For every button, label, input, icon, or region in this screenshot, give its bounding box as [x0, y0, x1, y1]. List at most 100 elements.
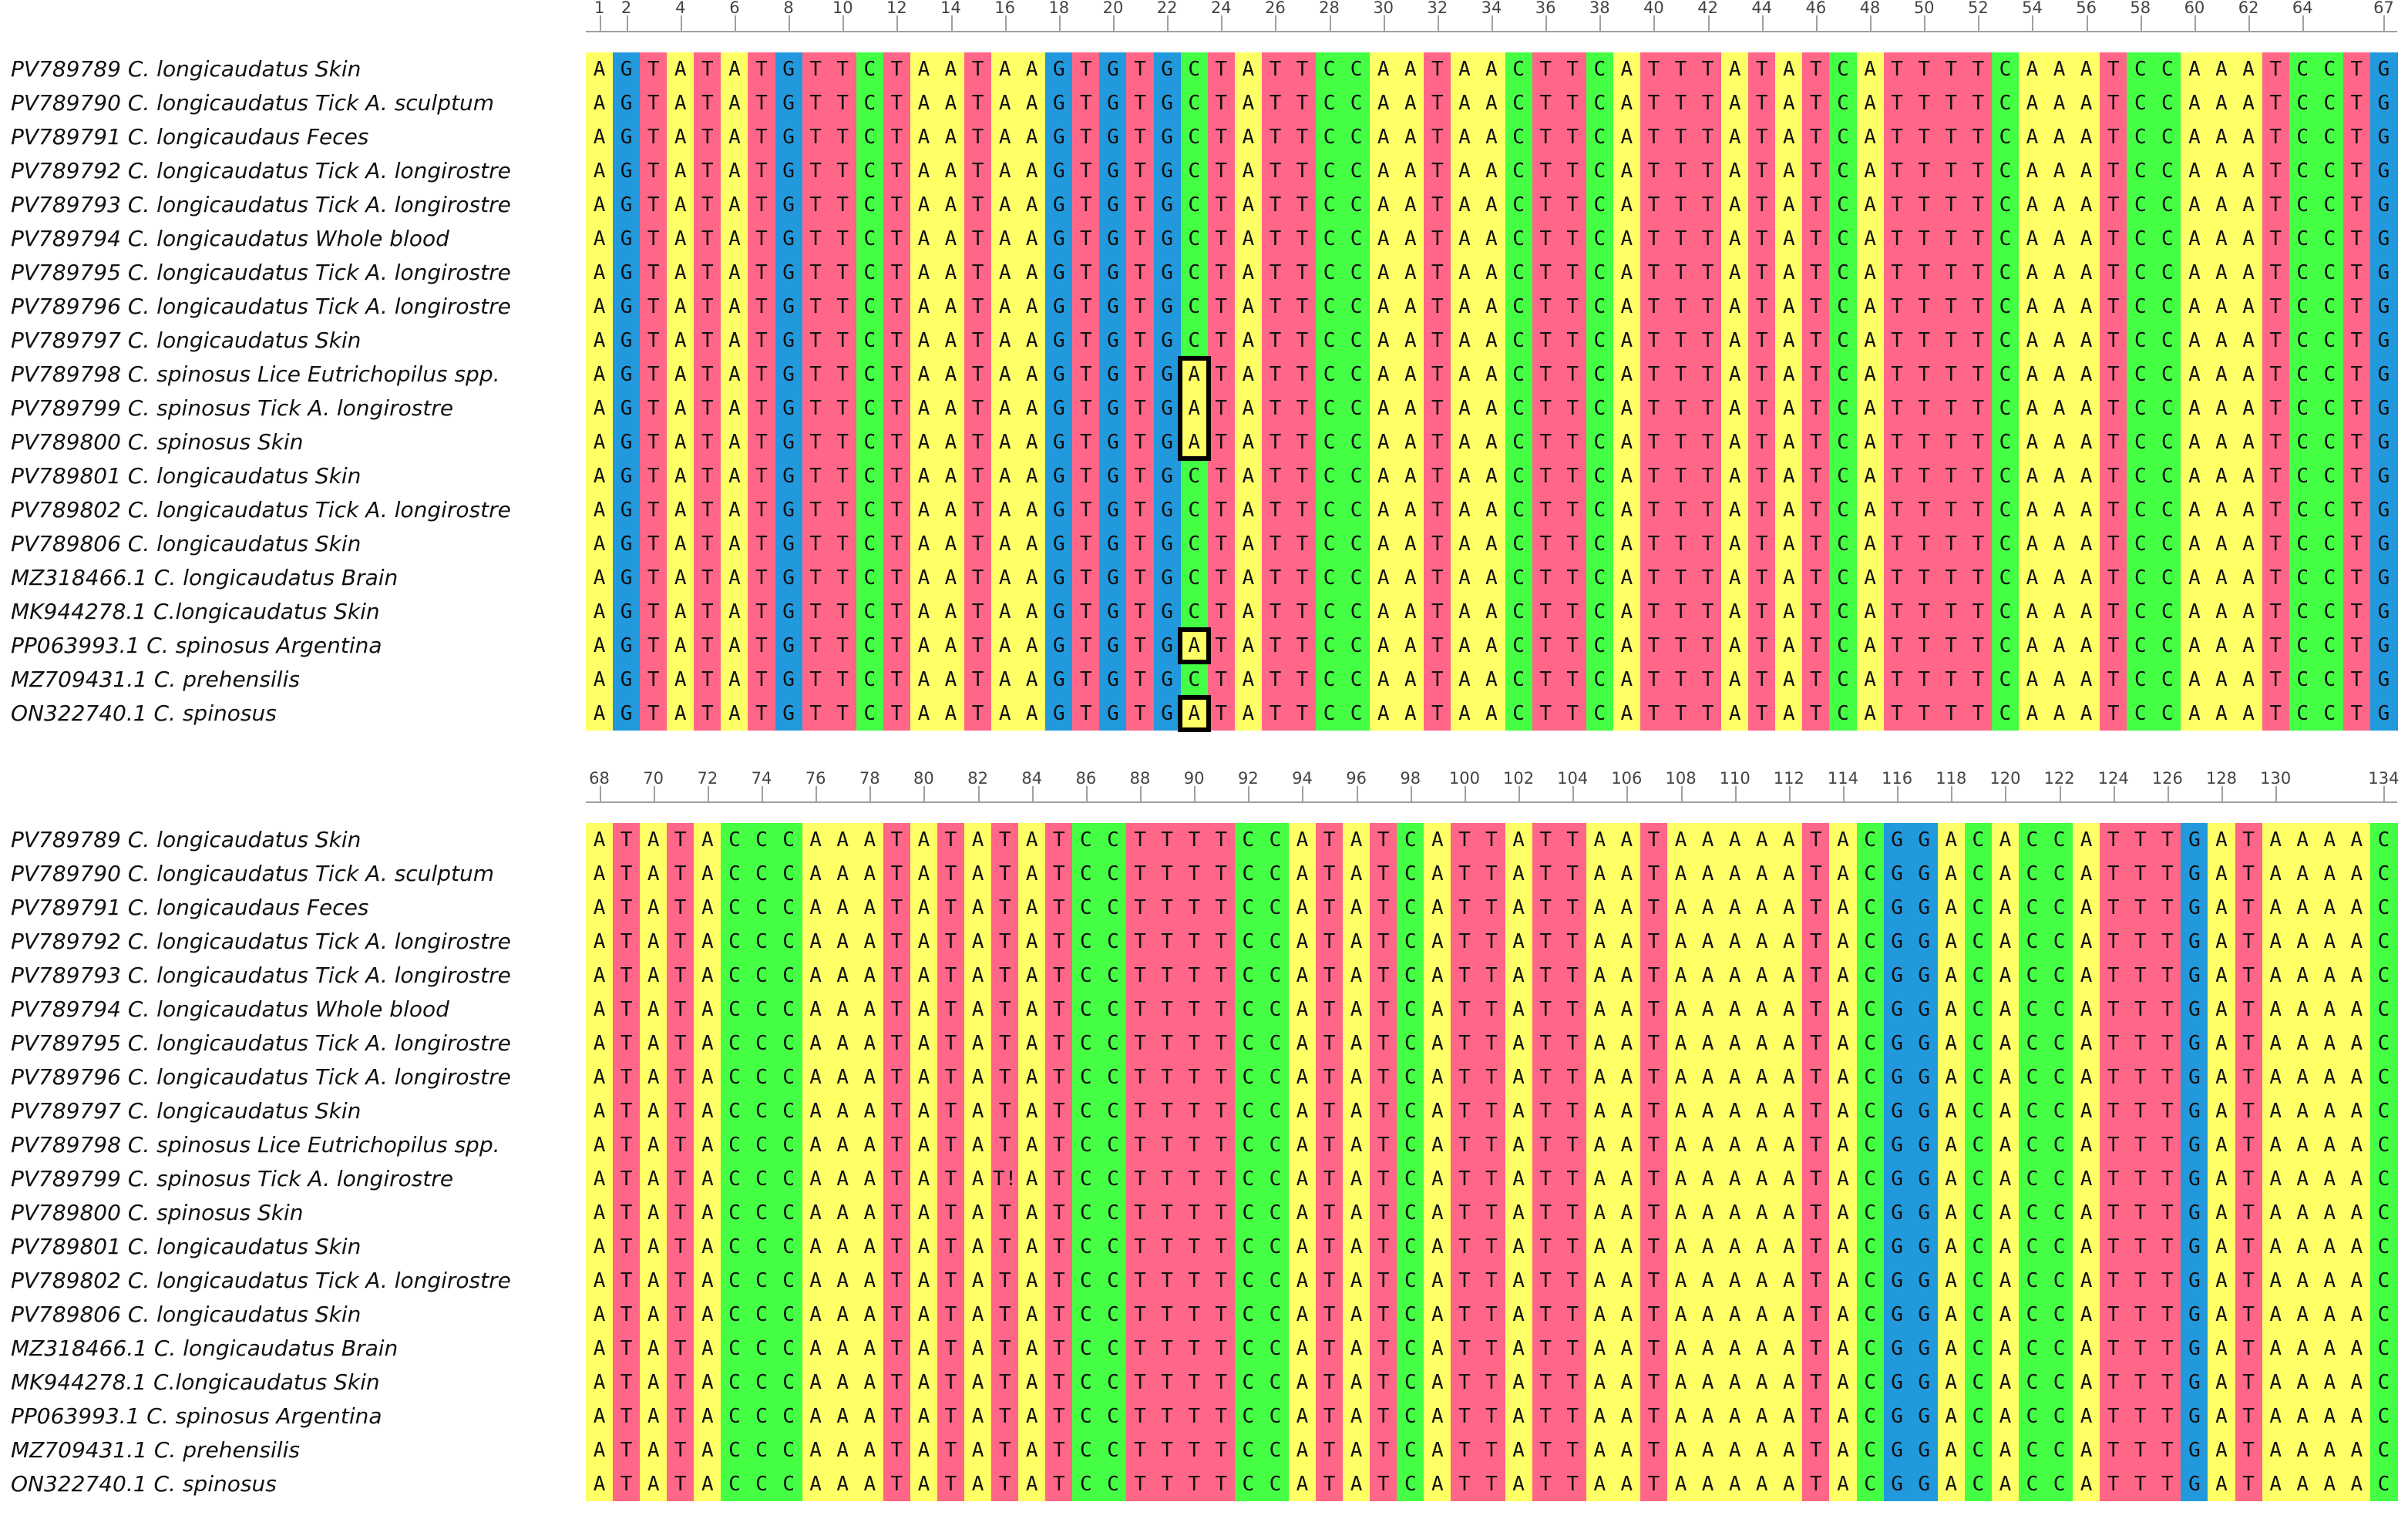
nucleotide-cell: T	[1134, 1032, 1146, 1055]
nucleotide-cell: A	[836, 1134, 849, 1157]
nucleotide-cell: T	[2242, 1473, 2255, 1496]
nucleotide-cell: T	[836, 261, 849, 284]
nucleotide-cell: G	[1891, 1134, 1903, 1157]
nucleotide-cell: A	[2215, 431, 2228, 454]
nucleotide-cell: A	[1377, 634, 1390, 657]
nucleotide-cell: T	[2107, 397, 2120, 420]
nucleotide-cell: C	[1593, 397, 1606, 420]
nucleotide-cell: A	[2080, 397, 2093, 420]
nucleotide-cell: T	[1215, 998, 1228, 1021]
sequence-name: PV789794 C. longicaudatus Whole blood	[11, 226, 449, 251]
nucleotide-cell: A	[1025, 160, 1038, 183]
nucleotide-cell: A	[1512, 1100, 1525, 1123]
nucleotide-cell: C	[2377, 1405, 2390, 1428]
nucleotide-cell: A	[674, 533, 687, 556]
nucleotide-cell: A	[2350, 1032, 2363, 1055]
nucleotide-cell: C	[2377, 1066, 2390, 1089]
nucleotide-cell: A	[836, 1032, 849, 1055]
nucleotide-cell: T	[1566, 1066, 1579, 1089]
nucleotide-cell: T	[971, 533, 984, 556]
nucleotide-cell: A	[1782, 261, 1795, 284]
nucleotide-cell: C	[2161, 92, 2174, 115]
nucleotide-cell: A	[836, 1473, 849, 1496]
nucleotide-cell: T	[2350, 193, 2363, 217]
nucleotide-cell: C	[2053, 1201, 2066, 1225]
nucleotide-cell: A	[674, 634, 687, 657]
nucleotide-cell: A	[647, 1100, 660, 1123]
nucleotide-cell: T	[1918, 600, 1931, 623]
nucleotide-cell: G	[620, 92, 633, 115]
nucleotide-cell: A	[1755, 1100, 1768, 1123]
nucleotide-cell: G	[1891, 1337, 1903, 1360]
alignment-column	[640, 52, 668, 731]
nucleotide-cell: C	[1864, 862, 1876, 885]
nucleotide-cell: T	[1161, 1066, 1173, 1089]
nucleotide-cell: T	[1566, 329, 1579, 352]
nucleotide-cell: A	[971, 1303, 984, 1326]
nucleotide-cell: A	[647, 1134, 660, 1157]
nucleotide-cell: A	[971, 1371, 984, 1394]
nucleotide-cell: T	[1674, 668, 1687, 691]
nucleotide-cell: G	[620, 160, 633, 183]
nucleotide-cell: A	[1404, 702, 1417, 725]
nucleotide-cell: A	[2026, 295, 2039, 318]
nucleotide-cell: T	[1269, 58, 1282, 81]
nucleotide-cell: A	[1350, 964, 1363, 987]
nucleotide-cell: A	[1999, 1439, 2012, 1462]
nucleotide-cell: C	[1350, 92, 1363, 115]
nucleotide-cell: T	[890, 193, 903, 217]
nucleotide-cell: G	[1107, 465, 1119, 488]
nucleotide-cell: T	[2107, 1100, 2120, 1123]
nucleotide-cell: G	[1161, 160, 1173, 183]
nucleotide-cell: A	[1485, 499, 1498, 522]
sequence-name: PV789796 C. longicaudatus Tick A. longir…	[11, 294, 511, 319]
nucleotide-cell: C	[2323, 600, 2336, 623]
ruler-tick	[1194, 786, 1196, 803]
ruler-tick	[1085, 786, 1088, 803]
nucleotide-cell: C	[2377, 1371, 2390, 1394]
ruler-tick-label: 10	[832, 0, 853, 17]
nucleotide-cell: A	[1242, 702, 1255, 725]
nucleotide-cell: C	[1512, 193, 1525, 217]
nucleotide-cell: T	[1647, 1032, 1660, 1055]
nucleotide-cell: G	[2188, 1337, 2201, 1360]
nucleotide-cell: C	[1999, 431, 2012, 454]
nucleotide-cell: T	[890, 1473, 903, 1496]
nucleotide-cell: G	[2188, 1371, 2201, 1394]
nucleotide-cell: A	[2053, 465, 2066, 488]
nucleotide-cell: T	[1052, 896, 1065, 919]
nucleotide-cell: T	[944, 1473, 957, 1496]
nucleotide-cell: A	[2053, 58, 2066, 81]
nucleotide-cell: A	[1674, 1439, 1687, 1462]
ruler-tick-label: 2	[620, 0, 632, 17]
nucleotide-cell: T	[1755, 431, 1768, 454]
nucleotide-cell: A	[2053, 668, 2066, 691]
nucleotide-cell: T	[2134, 1337, 2147, 1360]
nucleotide-cell: C	[1404, 862, 1417, 885]
nucleotide-cell: T	[1972, 58, 1985, 81]
nucleotide-cell: A	[1999, 896, 2012, 919]
nucleotide-cell: A	[1025, 329, 1038, 352]
nucleotide-cell: A	[2080, 1201, 2093, 1225]
nucleotide-cell: A	[1458, 465, 1471, 488]
alignment-column	[775, 52, 803, 731]
nucleotide-cell: T	[1918, 295, 1931, 318]
nucleotide-cell: T	[836, 160, 849, 183]
nucleotide-cell: A	[647, 828, 660, 852]
nucleotide-cell: A	[2215, 702, 2228, 725]
nucleotide-cell: T	[1972, 533, 1985, 556]
nucleotide-cell: A	[2269, 1100, 2282, 1123]
nucleotide-cell: C	[1999, 668, 2012, 691]
nucleotide-cell: A	[647, 930, 660, 953]
nucleotide-cell: T	[2107, 668, 2120, 691]
nucleotide-cell: C	[1269, 1405, 1282, 1428]
ruler-tick	[1329, 15, 1331, 32]
nucleotide-cell: T	[1188, 1269, 1200, 1292]
nucleotide-cell: C	[1323, 533, 1336, 556]
nucleotide-cell: A	[1837, 930, 1849, 953]
nucleotide-cell: A	[701, 828, 714, 852]
nucleotide-cell: A	[2323, 930, 2336, 953]
nucleotide-cell: C	[755, 1201, 768, 1225]
nucleotide-cell: T	[890, 58, 903, 81]
nucleotide-cell: T	[1945, 566, 1958, 590]
